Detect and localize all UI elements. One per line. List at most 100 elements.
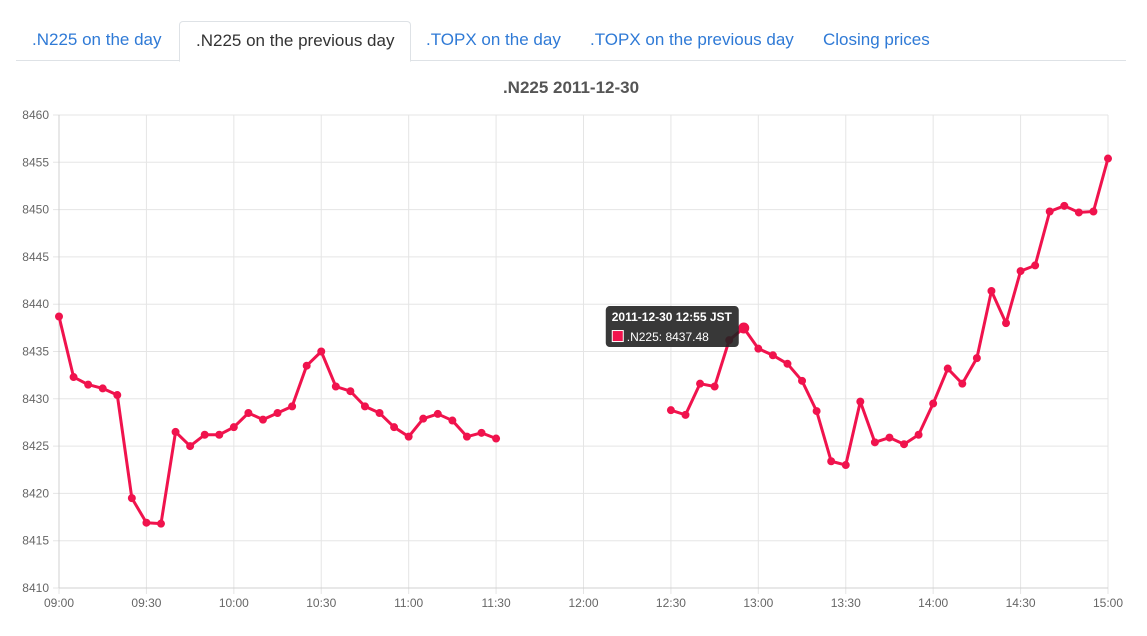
data-point [1045,207,1054,216]
data-point [404,432,413,441]
tab-n225-on-the-previous-day[interactable]: .N225 on the previous day [179,21,412,62]
y-tick-label: 8440 [22,297,49,311]
axes: 8410 8415 8420 8425 8430 8435 8440 8445 8450 8455… [22,108,1123,610]
data-point [1031,261,1040,270]
data-point [200,430,209,439]
data-point [914,430,923,439]
x-tick-label: 11:30 [482,596,511,610]
tab-topx-on-the-previous-day[interactable]: .TOPX on the previous day [590,30,794,49]
data-point [273,408,282,417]
x-tick-label: 10:30 [306,596,336,610]
y-tick-label: 8460 [22,108,49,122]
data-point [331,382,340,391]
data-point [754,344,763,353]
y-tick-label: 8445 [22,250,49,264]
y-tick-label: 8455 [22,155,49,169]
data-point [258,415,267,424]
data-point [448,416,457,425]
x-tick-label: 12:00 [568,596,598,610]
data-point [346,387,355,396]
data-point [84,380,93,389]
data-point [681,410,690,419]
data-point [943,364,952,373]
x-tick-label: 13:00 [743,596,773,610]
data-point [1060,201,1069,210]
x-tick-label: 09:00 [44,596,74,610]
data-point [215,430,224,439]
y-tick-label: 8425 [22,439,49,453]
x-tick-label: 11:00 [394,596,423,610]
data-point [1104,154,1112,163]
data-point [433,409,442,418]
data-point [142,518,151,527]
series-line [57,315,498,526]
y-tick-label: 8420 [22,486,49,500]
data-point [186,442,195,451]
x-tick-label: 14:30 [1006,596,1036,610]
x-tick-label: 09:30 [131,596,161,610]
y-tick-label: 8450 [22,203,49,217]
data-point [390,423,399,432]
data-point [302,361,311,370]
data-point [156,519,165,528]
data-point [710,382,719,391]
data-point [492,434,501,443]
data-point [1016,267,1025,276]
tab-closing-prices[interactable]: Closing prices [823,30,930,49]
data-point [841,461,850,470]
data-point [987,286,996,295]
data-point [229,423,238,432]
y-tick-label: 8430 [22,392,49,406]
data-point [900,440,909,449]
data-point [798,376,807,385]
grid [53,114,1109,594]
data-point [856,397,865,406]
data-point [812,407,821,416]
tab-bar: .N225 on the day .N225 on the previous d… [16,21,1126,62]
x-tick-label: 14:00 [918,596,948,610]
y-tick-label: 8410 [22,581,49,595]
data-point [477,428,486,437]
data-point [696,379,705,388]
x-tick-label: 10:00 [219,596,249,610]
data-point [69,373,78,382]
x-tick-label: 12:30 [656,596,686,610]
highlighted-point [738,322,750,334]
data-point [462,432,471,441]
data-point [419,414,428,423]
x-tick-label: 15:00 [1093,596,1123,610]
series-n225 [55,154,1112,528]
data-point [768,351,777,360]
data-point [360,402,369,411]
data-point [244,408,253,417]
data-point [929,399,938,408]
y-tick-label: 8435 [22,345,49,359]
data-point [958,379,967,388]
x-tick-label: 13:30 [831,596,861,610]
tooltip-box [605,306,739,348]
data-point [317,347,326,356]
tab-n225-on-the-day[interactable]: .N225 on the day [32,30,162,49]
data-point [375,408,384,417]
data-point [55,312,63,321]
tooltip-title: 2011-12-30 12:55 JST [612,310,733,324]
tab-topx-on-the-day[interactable]: .TOPX on the day [426,30,561,49]
data-point [827,457,836,466]
data-point [171,427,180,436]
data-point [127,494,136,503]
y-tick-label: 8415 [22,534,49,548]
data-point [288,402,297,411]
data-point [1002,319,1011,328]
chart-title: .N225 2011-12-30 [503,78,639,97]
data-point [1074,208,1083,217]
tooltip-swatch-fill [612,331,623,342]
data-point [113,391,122,400]
data-point [98,384,107,393]
data-point [972,354,981,363]
data-point [1089,207,1098,216]
data-point [783,359,792,368]
tooltip: 2011-12-30 12:55 JST .N225: 8437.48 [605,306,739,348]
tooltip-label: .N225: 8437.48 [627,330,709,344]
data-point [666,406,675,415]
